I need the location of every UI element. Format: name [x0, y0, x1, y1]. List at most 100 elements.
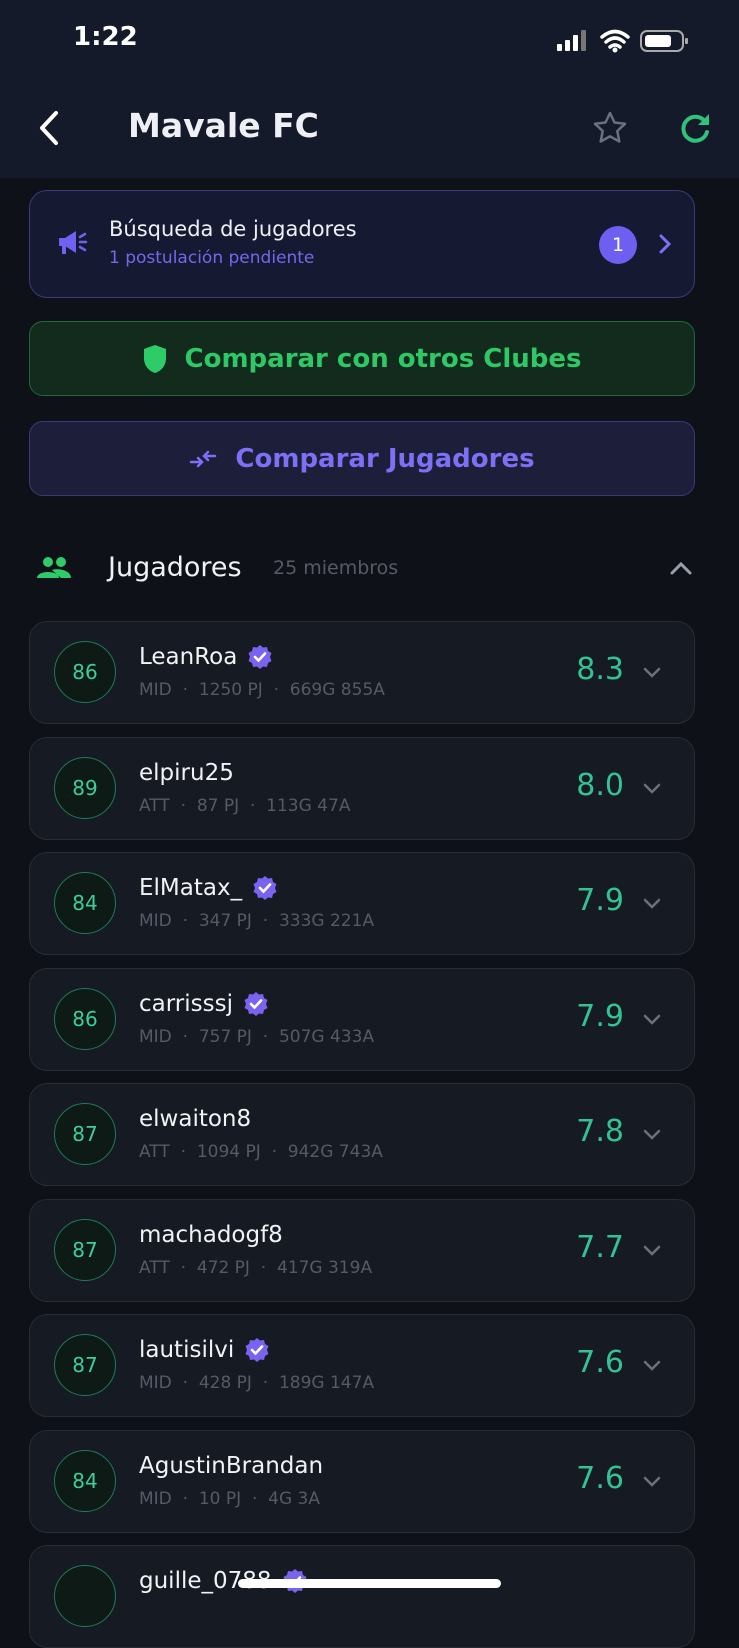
player-card[interactable]: 89 elpiru25 ATT · 87 PJ · 113G 47A 8.0	[29, 736, 695, 840]
member-count: 25 miembros	[273, 557, 399, 579]
player-position: MID	[139, 1026, 172, 1047]
compare-clubs-label: Comparar con otros Clubes	[184, 343, 582, 374]
player-name: lautisilvi	[139, 1337, 235, 1363]
expand-chevron[interactable]	[642, 782, 662, 796]
player-rating: 86	[54, 987, 116, 1050]
expand-chevron[interactable]	[642, 1013, 662, 1027]
player-rating: 87	[54, 1334, 116, 1396]
player-matches: 472 PJ	[196, 1257, 250, 1278]
player-card[interactable]: 84 ElMatax_ MID · 347 PJ · 333G 221A 7.9	[29, 852, 695, 955]
player-goals-assists: 942G 743A	[287, 1142, 383, 1162]
player-position: MID	[139, 1373, 172, 1393]
player-name-row: LeanRoa	[139, 644, 273, 670]
expand-chevron[interactable]	[642, 1475, 662, 1489]
player-name: machadogf8	[139, 1221, 283, 1248]
separator: ·	[273, 680, 279, 700]
player-name-row: AgustinBrandan	[139, 1453, 323, 1479]
separator: ·	[262, 911, 269, 931]
home-indicator	[238, 1579, 501, 1588]
expand-chevron[interactable]	[642, 666, 662, 680]
player-card[interactable]: 86 LeanRoa MID · 1250 PJ · 669G 855A 8.3	[29, 621, 695, 724]
player-position: MID	[139, 680, 172, 700]
verified-badge	[248, 645, 272, 669]
player-matches: 1094 PJ	[196, 1142, 261, 1162]
player-goals-assists: 669G 855A	[289, 680, 385, 700]
separator: ·	[182, 1026, 188, 1047]
player-matches: 347 PJ	[198, 911, 252, 931]
expand-chevron[interactable]	[642, 1128, 662, 1142]
player-card[interactable]: 87 elwaiton8 ATT · 1094 PJ · 942G 743A 7.8	[29, 1083, 695, 1186]
recruit-card[interactable]: Búsqueda de jugadores 1 postulación pend…	[29, 190, 695, 298]
separator: ·	[180, 1257, 186, 1278]
player-position: ATT	[139, 795, 170, 816]
player-card[interactable]: guille_0788	[29, 1545, 695, 1648]
player-name: elwaiton8	[139, 1106, 252, 1132]
player-score: 7.6	[576, 1345, 624, 1380]
expand-chevron[interactable]	[642, 1359, 662, 1373]
compare-players-button[interactable]: Comparar Jugadores	[29, 421, 695, 496]
player-name: elpiru25	[139, 759, 234, 786]
pending-badge: 1	[599, 226, 637, 264]
player-name-row: elpiru25	[139, 760, 234, 786]
status-time: 1:22	[73, 22, 138, 52]
player-card[interactable]: 87 machadogf8 ATT · 472 PJ · 417G 319A 7.7	[29, 1198, 695, 1302]
player-matches: 428 PJ	[198, 1373, 252, 1393]
player-goals-assists: 113G 47A	[266, 795, 351, 816]
player-position: MID	[139, 911, 172, 931]
megaphone-icon	[59, 231, 88, 254]
separator: ·	[249, 795, 256, 816]
player-goals-assists: 333G 221A	[278, 911, 375, 931]
expand-chevron[interactable]	[642, 1244, 662, 1258]
player-stats: MID · 757 PJ · 507G 433A	[139, 1027, 374, 1047]
player-rating: 89	[54, 756, 116, 819]
verified-badge	[244, 991, 268, 1016]
player-matches: 10 PJ	[198, 1488, 242, 1509]
player-name: LeanRoa	[139, 644, 238, 670]
player-name-row: carrisssj	[139, 991, 269, 1017]
player-stats: MID · 10 PJ · 4G 3A	[139, 1489, 320, 1509]
player-name-row: elwaiton8	[139, 1106, 251, 1132]
player-name-row: ElMatax_	[139, 875, 278, 901]
section-title: Jugadores	[108, 552, 242, 583]
player-name-row: machadogf8	[139, 1222, 283, 1248]
compare-players-label: Comparar Jugadores	[235, 443, 535, 474]
separator: ·	[251, 1488, 258, 1509]
status-icons	[557, 29, 688, 53]
refresh-button[interactable]	[679, 111, 713, 145]
player-goals-assists: 417G 319A	[276, 1257, 373, 1278]
separator: ·	[180, 1142, 186, 1162]
separator: ·	[262, 1373, 269, 1393]
page-title: Mavale FC	[128, 106, 319, 145]
player-score: 7.9	[576, 883, 624, 918]
player-rating: 87	[54, 1218, 116, 1281]
separator: ·	[180, 795, 186, 816]
player-rating: 87	[54, 1103, 116, 1165]
player-name: ElMatax_	[139, 875, 243, 901]
player-rating	[54, 1565, 116, 1627]
player-card[interactable]: 84 AgustinBrandan MID · 10 PJ · 4G 3A 7.6	[29, 1429, 695, 1533]
player-rating: 84	[54, 1449, 116, 1512]
header-bar	[0, 0, 739, 178]
player-stats: ATT · 472 PJ · 417G 319A	[139, 1258, 372, 1278]
favorite-button[interactable]	[593, 111, 627, 143]
compare-clubs-button[interactable]: Comparar con otros Clubes	[29, 321, 695, 396]
player-stats: MID · 347 PJ · 333G 221A	[139, 911, 374, 931]
back-button[interactable]	[36, 110, 66, 146]
recruit-title: Búsqueda de jugadores	[109, 217, 357, 241]
separator: ·	[182, 680, 188, 700]
expand-chevron[interactable]	[642, 897, 662, 911]
verified-badge	[245, 1338, 269, 1362]
collapse-button[interactable]	[669, 560, 693, 576]
player-goals-assists: 507G 433A	[278, 1026, 375, 1047]
player-position: MID	[139, 1488, 172, 1509]
player-card[interactable]: 87 lautisilvi MID · 428 PJ · 189G 147A 7.6	[29, 1314, 695, 1417]
player-card[interactable]: 86 carrisssj MID · 757 PJ · 507G 433A 7.9	[29, 967, 695, 1071]
verified-badge	[253, 876, 277, 900]
player-name-row: lautisilvi	[139, 1337, 270, 1363]
player-score: 8.0	[576, 767, 624, 803]
player-matches: 87 PJ	[196, 795, 240, 816]
player-stats: ATT · 1094 PJ · 942G 743A	[139, 1142, 383, 1162]
player-matches: 1250 PJ	[198, 680, 263, 700]
shield-icon	[143, 344, 166, 373]
separator: ·	[182, 1373, 188, 1393]
